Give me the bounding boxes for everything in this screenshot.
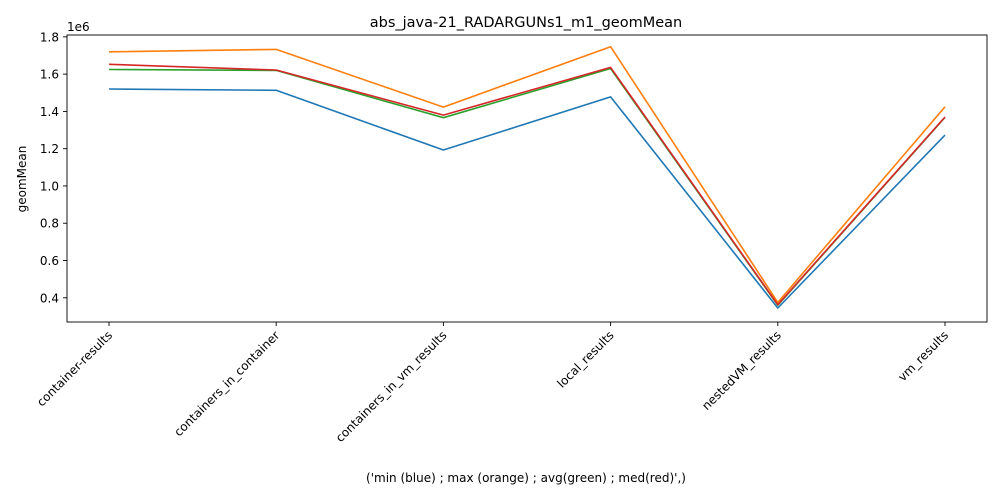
series-line-1 [108, 88, 946, 309]
y-axis-offset-label: 1e6 [67, 20, 90, 34]
y-axis-label: geomMean [15, 146, 29, 213]
y-tick-label: 1.8 [40, 30, 59, 44]
y-tick-label: 1.0 [40, 179, 59, 193]
y-tick-label: 1.6 [40, 68, 59, 82]
plot-frame [66, 34, 988, 323]
series-line-2 [108, 45, 946, 304]
y-tick-label: 0.8 [40, 217, 59, 231]
y-tick-label: 1.2 [40, 142, 59, 156]
series-line-4 [108, 63, 946, 306]
y-tick-label: 0.6 [40, 254, 59, 268]
chart-title: abs_java-21_RADARGUNs1_m1_geomMean [370, 15, 682, 31]
y-tick-label: 0.4 [40, 291, 59, 305]
x-axis-label: ('min (blue) ; max (orange) ; avg(green)… [366, 471, 686, 485]
y-tick-label: 1.4 [40, 105, 59, 119]
